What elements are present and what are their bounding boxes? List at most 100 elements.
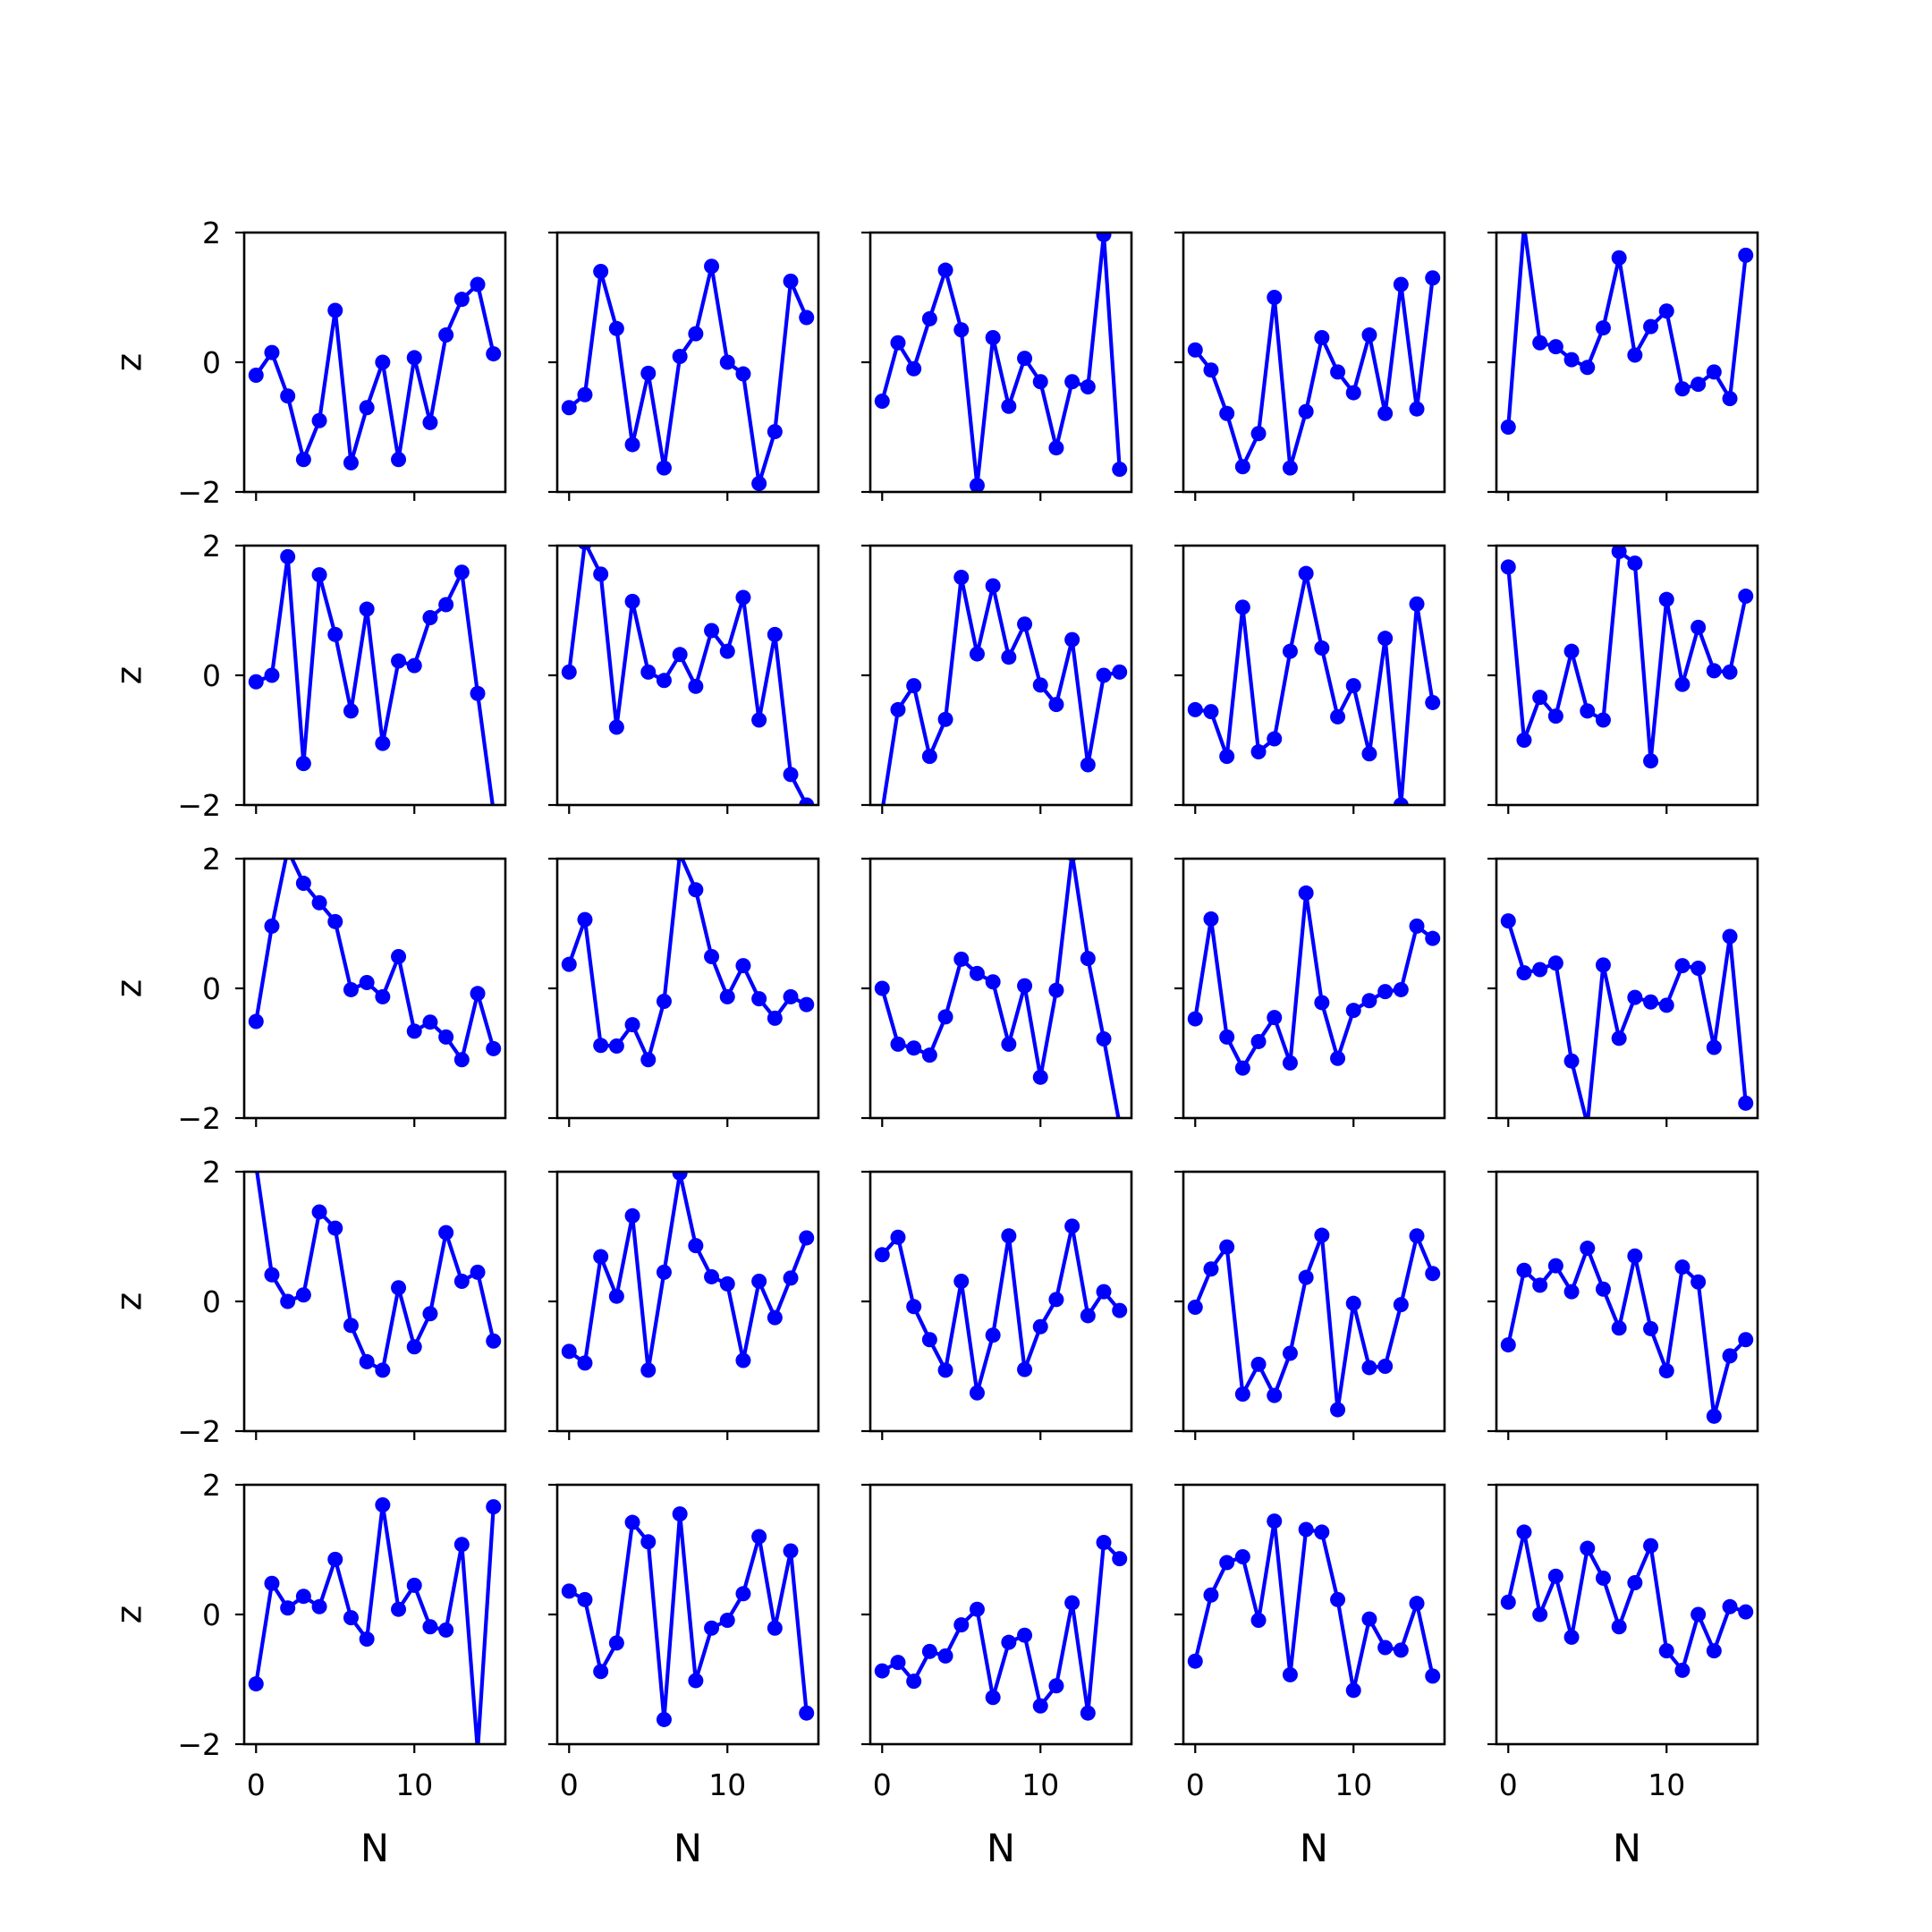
data-point [799, 309, 815, 326]
series-line [1506, 919, 1748, 1118]
data-point [608, 320, 624, 336]
data-point [921, 1332, 937, 1348]
data-point [1017, 1361, 1033, 1377]
data-point [1330, 364, 1346, 380]
data-point [624, 593, 640, 609]
data-point [1032, 374, 1048, 390]
subplot-r5-c3: 0 10N [861, 1483, 1133, 1871]
data-point [1690, 377, 1707, 393]
series-r5-c3 [874, 1535, 1128, 1721]
data-point [295, 1589, 311, 1605]
data-point [295, 452, 311, 468]
data-point [1017, 978, 1033, 994]
data-point [280, 548, 296, 564]
data-point [1219, 1555, 1235, 1571]
y-tick-label: 0 [202, 1284, 221, 1319]
data-point [1314, 329, 1330, 345]
data-point [1234, 1548, 1250, 1564]
data-point [906, 1299, 922, 1315]
series-line [1193, 275, 1435, 470]
data-point [1611, 250, 1627, 266]
data-point [561, 956, 577, 972]
series-line [1506, 233, 1748, 429]
data-point [1595, 1570, 1611, 1586]
data-point [311, 567, 327, 583]
data-point [953, 322, 970, 338]
series-r5-c2 [561, 1506, 815, 1727]
data-point [1203, 1261, 1219, 1277]
data-point [1547, 708, 1563, 724]
data-point [640, 664, 657, 680]
data-point [470, 986, 486, 1002]
y-tick-label: −2 [177, 1101, 221, 1136]
data-point [470, 276, 486, 292]
data-point [953, 951, 970, 967]
subplot-r4-c5 [1487, 1170, 1759, 1440]
subplot-r3-c5 [1487, 857, 1759, 1127]
data-point [751, 991, 767, 1007]
x-tick-label: 10 [395, 1767, 433, 1802]
series-r2-c3 [877, 570, 1128, 805]
data-point [375, 354, 391, 370]
y-axis-label: z [110, 1292, 150, 1310]
subplot-r5-c5: 0 10N [1487, 1483, 1759, 1871]
x-tick-label: 0 [873, 1767, 892, 1802]
data-point [1080, 951, 1096, 967]
data-point [1580, 703, 1596, 719]
subplot-r5-c2: 0 10N [548, 1483, 820, 1871]
data-point [1611, 1320, 1627, 1336]
data-point [1250, 1033, 1267, 1049]
data-point [1330, 1050, 1346, 1066]
data-point [1298, 565, 1314, 581]
data-point [1393, 797, 1409, 805]
data-point [874, 1663, 890, 1679]
data-point [1532, 1277, 1548, 1293]
data-point [327, 1551, 343, 1567]
data-point [453, 292, 470, 308]
data-point [1267, 1387, 1283, 1403]
data-point [1187, 1653, 1203, 1669]
data-point [953, 1274, 970, 1290]
data-point [248, 368, 264, 383]
data-point [624, 1514, 640, 1530]
data-point [438, 1029, 454, 1045]
data-point [874, 394, 890, 409]
data-point [890, 701, 906, 717]
data-point [890, 1229, 906, 1245]
data-point [1563, 1629, 1580, 1645]
data-point [921, 1643, 937, 1659]
data-point [1112, 1551, 1128, 1567]
y-tick-label: −2 [177, 788, 221, 823]
data-point [1048, 1678, 1064, 1694]
data-point [1219, 405, 1235, 421]
data-point [359, 1631, 375, 1648]
data-point [767, 626, 783, 642]
series-r1-c3 [874, 233, 1128, 492]
data-point [593, 1664, 609, 1680]
data-point [1267, 1010, 1283, 1026]
series-line [567, 546, 809, 805]
data-point [406, 1023, 422, 1039]
data-point [1096, 233, 1112, 242]
data-point [799, 797, 815, 805]
data-point [1516, 1524, 1532, 1540]
subplot-r5-c1: −2 0 2 0 10 z N [110, 1468, 507, 1871]
data-point [937, 1362, 953, 1378]
y-tick-label: 2 [202, 216, 221, 250]
data-point [1409, 918, 1425, 934]
series-r3-c4 [1187, 885, 1441, 1076]
data-point [1516, 733, 1532, 748]
data-point [799, 1230, 815, 1246]
data-point [422, 1014, 438, 1030]
data-point [593, 1038, 609, 1054]
series-line [881, 575, 1122, 805]
data-point [688, 1238, 704, 1254]
data-point [1048, 697, 1064, 713]
data-point [422, 414, 438, 430]
data-point [1377, 984, 1394, 1000]
series-r1-c2 [561, 258, 815, 492]
data-point [1001, 1228, 1017, 1244]
data-point [577, 1591, 593, 1607]
